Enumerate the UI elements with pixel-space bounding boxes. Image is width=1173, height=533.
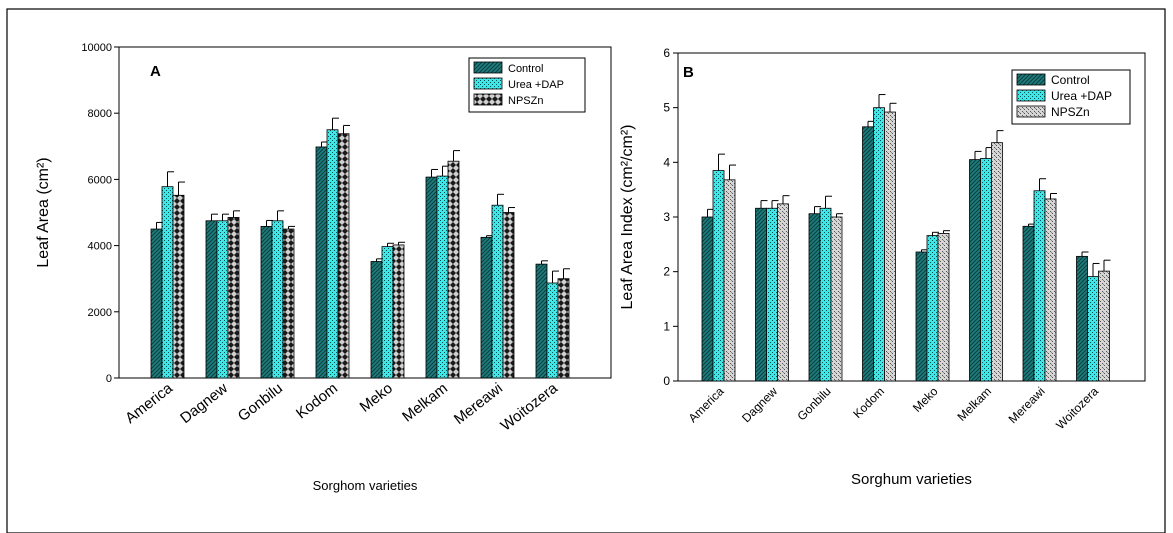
bar-npszn-america [172,194,185,379]
bar-control-meko [915,251,928,382]
legend-swatch [1016,105,1046,118]
legend-swatch [473,77,503,90]
bar-urea-dap-mereawi [491,204,504,379]
bar-control-america [150,228,163,379]
bar-npszn-kodom [337,133,350,379]
bar-urea-dap-dagnew [216,220,229,379]
plot-frame [118,46,612,379]
x-axis-label: Sorghum varieties [851,471,972,488]
bar-npszn-meko [392,244,405,379]
y-tick-label: 8000 [88,108,112,120]
bar-urea-dap-dagnew [766,207,778,382]
y-tick-label: 6000 [88,174,112,186]
bar-urea-dap-kodom [326,129,339,379]
panel-label: A [150,63,161,80]
bar-control-kodom [862,126,874,382]
legend-label: Control [1051,73,1090,87]
bar-control-gonbilu [260,226,273,379]
bar-control-kodom [315,146,328,379]
bar-urea-dap-woitozera [1087,276,1099,382]
bar-npszn-melkam [447,160,460,379]
bar-urea-dap-gonbilu [819,207,832,382]
bar-npszn-meko [937,232,950,382]
bar-urea-dap-melkam [980,158,992,382]
legend-swatch [1016,73,1046,86]
bar-urea-dap-meko [381,246,394,379]
legend-label: Control [508,63,543,75]
y-axis-label: Leaf Area (cm²) [35,157,52,267]
legend-label: Urea +DAP [508,79,564,91]
bar-urea-dap-america [712,170,725,382]
bar-npszn-gonbilu [830,216,843,382]
legend-label: Urea +DAP [1051,89,1112,103]
bar-npszn-mereawi [502,212,515,379]
bar-control-gonbilu [808,213,821,382]
legend-swatch [473,93,503,106]
y-tick-label: 1 [663,319,670,333]
bar-control-melkam [969,159,981,382]
bar-control-dagnew [755,207,767,382]
bar-control-meko [370,261,383,379]
bar-npszn-america [723,179,736,382]
bar-urea-dap-america [161,186,174,379]
bar-npszn-gonbilu [282,228,295,379]
legend-label: NPSZn [1051,105,1090,119]
bar-control-woitozera [535,263,548,379]
bar-urea-dap-meko [926,235,939,382]
panel-label: B [683,64,694,81]
bar-urea-dap-woitozera [546,282,559,379]
y-tick-label: 6 [663,46,670,60]
bar-urea-dap-melkam [436,175,449,379]
y-tick-label: 10000 [81,42,112,54]
bar-npszn-mereawi [1044,198,1057,382]
x-axis-label: Sorghom varieties [313,478,418,493]
legend-swatch [1016,89,1046,102]
y-tick-label: 3 [663,210,670,224]
y-tick-label: 0 [106,373,112,385]
bar-urea-dap-kodom [873,107,885,382]
y-axis-label: Leaf Area Index (cm²/cm²) [619,125,636,310]
legend-swatch [473,61,503,74]
y-tick-label: 2 [663,265,670,279]
bar-control-woitozera [1076,255,1088,382]
bar-npszn-woitozera [557,278,570,379]
bar-npszn-dagnew [227,217,240,379]
y-tick-label: 4 [663,155,670,169]
bar-control-dagnew [205,220,218,379]
bar-control-america [701,216,714,382]
bar-npszn-dagnew [777,203,789,382]
bar-npszn-woitozera [1098,270,1110,382]
bar-npszn-kodom [884,111,896,382]
bar-control-mereawi [480,236,493,379]
legend-label: NPSZn [508,95,543,107]
y-tick-label: 5 [663,101,670,115]
bar-npszn-melkam [991,142,1003,382]
y-tick-label: 4000 [88,241,112,253]
y-tick-label: 0 [663,374,670,388]
y-tick-label: 2000 [88,307,112,319]
bar-urea-dap-mereawi [1033,190,1046,382]
bar-control-mereawi [1022,225,1035,382]
bar-control-melkam [425,176,438,379]
bar-urea-dap-gonbilu [271,220,284,379]
